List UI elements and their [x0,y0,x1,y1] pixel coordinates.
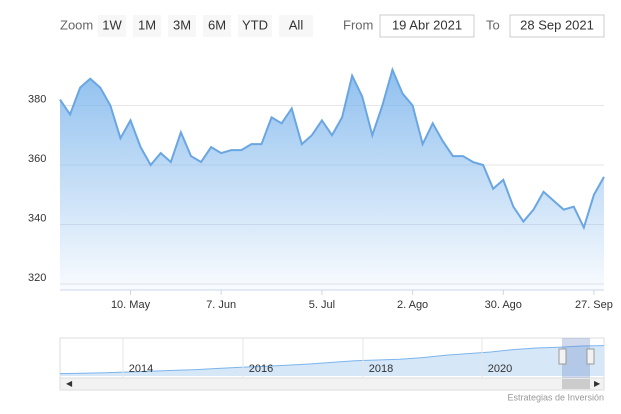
from-input[interactable] [379,14,475,38]
navigator-area [60,345,604,376]
navigator-line [59,345,605,375]
navigator-year: 2014 [129,363,153,375]
zoom-button[interactable]: 1W [98,15,126,37]
navigator-selection [562,338,590,378]
zoom-button[interactable]: YTD [238,15,272,37]
zoom-button-label[interactable]: All [289,17,304,32]
zoom-button-bg[interactable] [98,15,126,37]
price-line [59,66,605,231]
zoom-button[interactable]: 6M [203,15,231,37]
zoom-button-label[interactable]: 3M [173,17,191,32]
zoom-button-label[interactable]: 6M [208,17,226,32]
scrollbar[interactable] [59,377,605,391]
zoom-button-label[interactable]: 1W [102,17,122,32]
navigator-year: 2018 [369,363,393,375]
zoom-button[interactable]: All [279,15,313,37]
y-tick-label: 340 [28,212,46,224]
to-label: To [486,17,500,32]
y-tick-label: 320 [28,272,46,284]
zoom-button-label[interactable]: 1M [138,17,156,32]
zoom-button-label[interactable]: YTD [242,17,268,32]
credit: Estrategias de Inversión [507,392,604,402]
zoom-button-bg[interactable] [133,15,161,37]
x-tick-label: 2. Ago [397,299,428,311]
zoom-button-bg[interactable] [279,15,313,37]
scroll-left[interactable]: ◀ [66,379,73,388]
y-tick-label: 360 [28,153,46,165]
zoom-label: Zoom [60,17,93,32]
x-tick-label: 30. Ago [485,299,522,311]
navigator-handle[interactable] [558,348,567,365]
y-tick-label: 380 [28,93,46,105]
x-tick-label: 10. May [111,299,151,311]
navigator-year: 2020 [488,363,512,375]
zoom-button-bg[interactable] [168,15,196,37]
zoom-button[interactable]: 3M [168,15,196,37]
scroll-right[interactable]: ▶ [594,379,601,388]
from-value[interactable]: 19 Abr 2021 [392,17,462,32]
navigator-year: 2016 [249,363,273,375]
x-tick-label: 7. Jun [206,299,236,311]
x-tick-label: 5. Jul [309,299,335,311]
x-tick-label: 27. Sep [575,299,613,311]
area-fill [60,69,604,290]
to-value[interactable]: 28 Sep 2021 [520,17,594,32]
zoom-button-bg[interactable] [203,15,231,37]
scrollbar-thumb[interactable] [562,379,590,389]
zoom-button[interactable]: 1M [133,15,161,37]
from-label: From [343,17,373,32]
to-input[interactable] [509,14,605,38]
navigator-handle[interactable] [586,348,595,365]
zoom-button-bg[interactable] [238,15,272,37]
